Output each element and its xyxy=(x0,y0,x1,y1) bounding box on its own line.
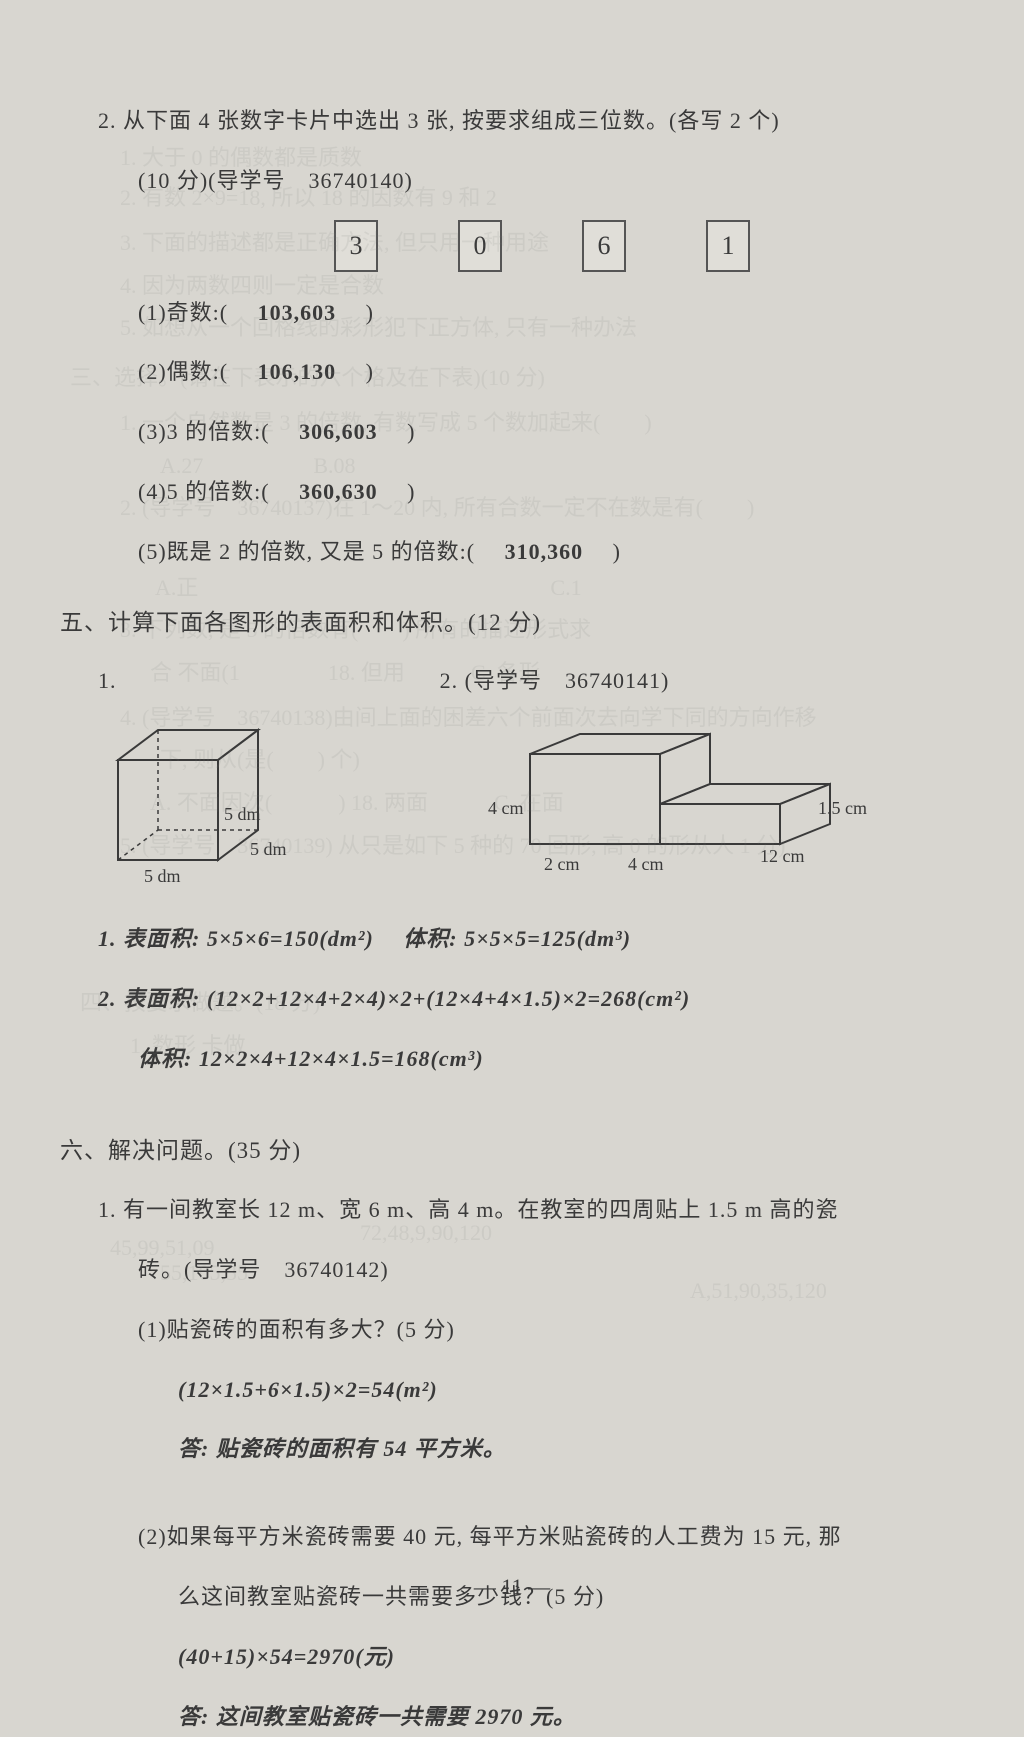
ans1-v-expr: 5×5×5=125(dm³) xyxy=(464,926,631,951)
q2-sub2-label: (2)偶数:( xyxy=(138,359,251,384)
step-diagram: 4 cm 1.5 cm 2 cm 4 cm 12 cm xyxy=(460,714,880,904)
sec5-title: 五、计算下面各图形的表面积和体积。(12 分) xyxy=(60,601,964,645)
q2-stem-a: 2. 从下面 4 张数字卡片中选出 3 张, 按要求组成三位数。(各写 2 个) xyxy=(60,100,964,142)
card-3: 3 xyxy=(334,220,378,272)
page-number: — 11 — xyxy=(0,1574,1024,1600)
sec5-ans1: 1. 表面积: 5×5×6=150(dm²) 体积: 5×5×5=125(dm³… xyxy=(60,918,964,960)
ans2-sa-label: 2. 表面积: xyxy=(98,986,200,1011)
step-12cm: 12 cm xyxy=(760,846,805,866)
q2-sub2: (2)偶数:( 106,130 ) xyxy=(60,351,964,393)
cards-row: 3 0 6 1 xyxy=(60,220,964,272)
q2-sub2-ans: 106,130 xyxy=(258,359,337,384)
card-0: 0 xyxy=(458,220,502,272)
ans1-sa-label: 1. 表面积: xyxy=(98,926,200,951)
step-1-5cm: 1.5 cm xyxy=(818,798,867,818)
sec6-q1-1-expr: (12×1.5+6×1.5)×2=54(m²) xyxy=(60,1369,964,1411)
ans1-sa-expr: 5×5×6=150(dm²) xyxy=(207,926,374,951)
ans1-v-label: 体积: xyxy=(380,926,457,951)
cube-diagram: 5 dm 5 dm 5 dm xyxy=(98,720,298,900)
fig1-num: 1. xyxy=(60,660,440,702)
q2-sub1-ans: 103,603 xyxy=(258,300,337,325)
sec6-q1-line1: 1. 有一间教室长 12 m、宽 6 m、高 4 m。在教室的四周贴上 1.5 … xyxy=(60,1189,964,1231)
sec6-q1-2-ans: 答: 这间教室贴瓷砖一共需要 2970 元。 xyxy=(60,1696,964,1737)
sec5-ans2-v: 体积: 12×2×4+12×4×1.5=168(cm³) xyxy=(60,1038,964,1080)
card-6: 6 xyxy=(582,220,626,272)
q2-sub1-close: ) xyxy=(343,300,374,325)
q2-sub5-ans: 310,360 xyxy=(505,539,584,564)
q2-sub1-label: (1)奇数:( xyxy=(138,300,251,325)
q2-sub5-label: (5)既是 2 的倍数, 又是 5 的倍数:( xyxy=(138,539,498,564)
q2-sub4: (4)5 的倍数:( 360,630 ) xyxy=(60,471,964,513)
cube-dim-d: 5 dm xyxy=(250,839,287,859)
sec6-q1-1-stem: (1)贴瓷砖的面积有多大？(5 分) xyxy=(60,1309,964,1351)
sec6-q1-2-stem-a: (2)如果每平方米瓷砖需要 40 元, 每平方米贴瓷砖的人工费为 15 元, 那 xyxy=(60,1516,964,1558)
step-4cm-bot: 4 cm xyxy=(628,854,664,874)
sec5-ans2-sa: 2. 表面积: (12×2+12×4+2×4)×2+(12×4+4×1.5)×2… xyxy=(60,978,964,1020)
step-2cm: 2 cm xyxy=(544,854,580,874)
q2-stem-b: (10 分)(导学号 36740140) xyxy=(60,160,964,202)
sec6-q1-line2: 砖。(导学号 36740142) xyxy=(60,1249,964,1291)
sec6-title: 六、解决问题。(35 分) xyxy=(60,1129,964,1173)
cube-dim-w: 5 dm xyxy=(144,866,181,886)
q2-sub3-ans: 306,603 xyxy=(299,419,378,444)
q2-sub4-label: (4)5 的倍数:( xyxy=(138,479,293,504)
q2-sub1: (1)奇数:( 103,603 ) xyxy=(60,292,964,334)
q2-sub3-close: ) xyxy=(384,419,415,444)
step-4cm-left: 4 cm xyxy=(488,798,524,818)
ans2-v-label: 体积: xyxy=(138,1046,192,1071)
ans2-v-expr: 12×2×4+12×4×1.5=168(cm³) xyxy=(199,1046,484,1071)
sec6-q1-1-ans: 答: 贴瓷砖的面积有 54 平方米。 xyxy=(60,1428,964,1470)
q2-sub4-ans: 360,630 xyxy=(299,479,378,504)
q2-sub5-close: ) xyxy=(590,539,621,564)
q2-sub4-close: ) xyxy=(384,479,415,504)
fig2-label: 2. (导学号 36740141) xyxy=(440,660,964,702)
card-1: 1 xyxy=(706,220,750,272)
ans2-sa-expr: (12×2+12×4+2×4)×2+(12×4+4×1.5)×2=268(cm²… xyxy=(207,986,690,1011)
q2-sub5: (5)既是 2 的倍数, 又是 5 的倍数:( 310,360 ) xyxy=(60,531,964,573)
q2-sub3: (3)3 的倍数:( 306,603 ) xyxy=(60,411,964,453)
figures-row: 1. 5 dm 5 dm 5 dm 2. (导学号 36740141) xyxy=(60,660,964,904)
q2-sub2-close: ) xyxy=(343,359,374,384)
sec6-q1-2-expr: (40+15)×54=2970(元) xyxy=(60,1636,964,1678)
ghost-text: A.正 C.1 xyxy=(155,570,582,602)
cube-dim-h: 5 dm xyxy=(224,804,261,824)
q2-sub3-label: (3)3 的倍数:( xyxy=(138,419,293,444)
